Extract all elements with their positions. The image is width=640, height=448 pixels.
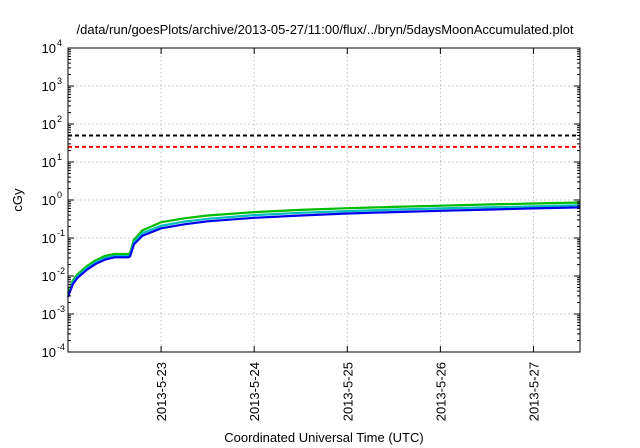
y-tick-label-exponent: 3 <box>57 76 62 86</box>
y-tick-label-exponent: -2 <box>57 266 65 276</box>
y-tick-label: 10 -2 <box>42 266 65 284</box>
y-tick-label-exponent: 0 <box>57 190 62 200</box>
x-tick-label: 2013-5-24 <box>247 362 262 421</box>
series-line <box>66 204 581 296</box>
y-tick-label-base: 10 <box>42 117 56 132</box>
reference-lines <box>68 134 580 148</box>
x-tick-label: 2013-5-25 <box>340 362 355 421</box>
y-tick-label-base: 10 <box>42 79 56 94</box>
y-tick-label-base: 10 <box>42 345 56 360</box>
y-tick-label-exponent: 4 <box>57 38 62 48</box>
grid <box>68 48 580 352</box>
y-tick-label: 10 1 <box>42 152 62 170</box>
y-tick-label-base: 10 <box>42 193 56 208</box>
y-tick-label-base: 10 <box>42 41 56 56</box>
y-tick-label: 10 3 <box>42 76 62 94</box>
y-tick-label-base: 10 <box>42 231 56 246</box>
x-axis-ticks: 2013-5-23 2013-5-24 2013-5-25 2013-5-26 2013… <box>154 48 541 421</box>
y-tick-label-base: 10 <box>42 269 56 284</box>
y-tick-label-exponent: -3 <box>57 304 65 314</box>
y-tick-label: 10 -1 <box>42 228 65 246</box>
y-tick-label-base: 10 <box>42 307 56 322</box>
series-lines <box>66 201 581 298</box>
series-line <box>66 201 581 294</box>
x-tick-label: 2013-5-23 <box>154 362 169 421</box>
series-line <box>66 206 581 298</box>
y-tick-label-exponent: -4 <box>57 342 65 352</box>
x-axis-label: Coordinated Universal Time (UTC) <box>224 430 423 445</box>
y-tick-label-exponent: 1 <box>57 152 62 162</box>
y-tick-label: 10 -4 <box>42 342 65 360</box>
y-tick-label: 10 -3 <box>42 304 65 322</box>
y-tick-label: 10 4 <box>42 38 62 56</box>
y-axis-label: cGy <box>10 188 25 212</box>
x-tick-label: 2013-5-27 <box>526 362 541 421</box>
y-tick-label: 10 2 <box>42 114 62 132</box>
y-tick-label-exponent: -1 <box>57 228 65 238</box>
chart-title: /data/run/goesPlots/archive/2013-05-27/1… <box>77 22 574 37</box>
y-tick-label-exponent: 2 <box>57 114 62 124</box>
y-tick-label-base: 10 <box>42 155 56 170</box>
y-tick-label: 10 0 <box>42 190 62 208</box>
x-tick-label: 2013-5-26 <box>433 362 448 421</box>
